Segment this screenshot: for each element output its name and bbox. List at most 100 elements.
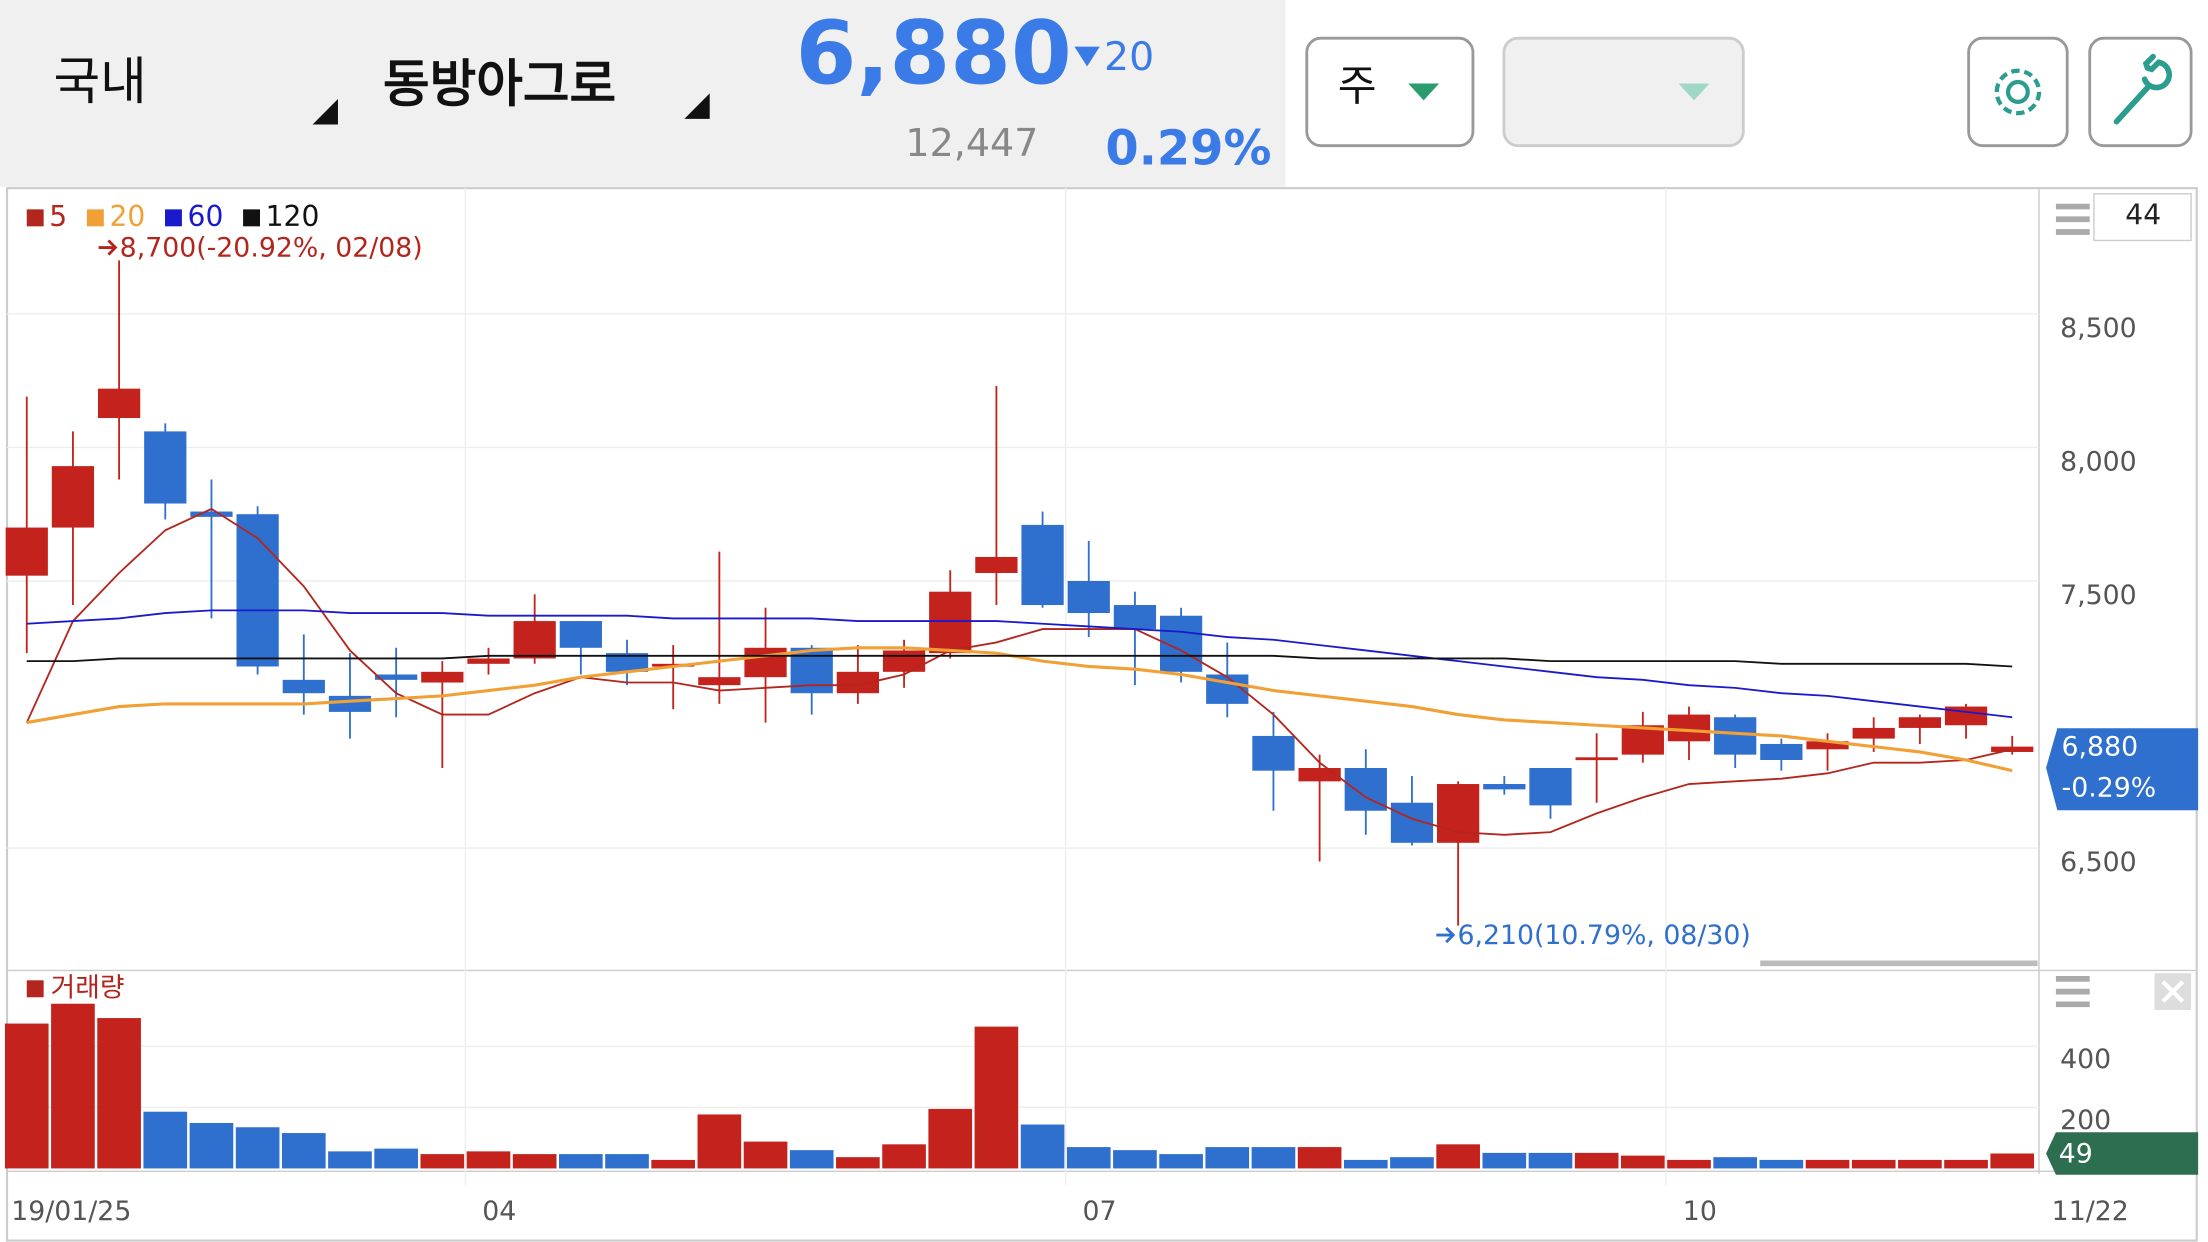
candle-body — [1806, 741, 1849, 750]
type-select[interactable] — [1502, 36, 1745, 148]
candle-body — [144, 431, 187, 504]
volume-bar — [1944, 1159, 1988, 1169]
volume-bar — [189, 1122, 234, 1169]
volume-bar — [1574, 1152, 1619, 1169]
candle-body — [882, 650, 926, 672]
low-annotation: 6,210(10.79%, 08/30) — [1457, 920, 1750, 951]
candle-body — [1067, 580, 1110, 614]
legend-swatch — [243, 209, 260, 227]
volume-bar — [1066, 1147, 1111, 1169]
volume-bar — [1851, 1159, 1896, 1169]
volume-bar — [1898, 1159, 1942, 1169]
current-change: -0.29% — [2062, 773, 2157, 804]
current-price-box — [2046, 728, 2199, 811]
legend-label: 5 — [49, 200, 67, 233]
down-arrow — [1074, 46, 1100, 67]
market[interactable]: 국내 — [54, 52, 147, 111]
menu-icon[interactable] — [2055, 203, 2090, 235]
volume-bar — [1343, 1159, 1388, 1169]
period[interactable]: 주 — [1338, 62, 1377, 111]
candle-body — [836, 671, 880, 694]
volume-bar — [420, 1154, 465, 1169]
change-pct: 0.29% — [1105, 120, 1271, 176]
candle-body — [1714, 717, 1757, 755]
volume-bar — [97, 1018, 141, 1169]
period-arrow[interactable] — [1408, 83, 1440, 101]
candle-body — [328, 695, 372, 712]
candle-body — [1575, 757, 1618, 761]
volume-bar — [4, 1023, 49, 1169]
period-select[interactable] — [1305, 36, 1475, 148]
candle-body — [1252, 735, 1295, 771]
volume-bar — [743, 1141, 788, 1169]
volume-bar — [1805, 1159, 1850, 1169]
volume-bar — [1528, 1152, 1573, 1169]
wrench-icon[interactable] — [2113, 53, 2172, 125]
candle-body — [421, 671, 464, 683]
x-tick-label: 19/01/25 — [11, 1196, 131, 1227]
volume-bar — [1297, 1147, 1342, 1169]
volume-bar — [836, 1157, 880, 1169]
volume-bar — [605, 1154, 649, 1169]
volume-bar — [374, 1148, 418, 1169]
x-tick-label: 04 — [482, 1196, 516, 1227]
legend-label: 20 — [109, 200, 145, 233]
settings-button[interactable] — [1967, 36, 2069, 148]
candle-body — [1760, 743, 1803, 760]
volume-bar — [235, 1127, 280, 1169]
volume-bar — [143, 1111, 188, 1169]
volume-bar — [1159, 1154, 1203, 1169]
candle-body — [605, 653, 649, 672]
candle-body — [744, 647, 787, 678]
volume-bar — [1990, 1153, 2035, 1169]
volume-bar — [328, 1151, 372, 1169]
volume-bar — [1205, 1147, 1250, 1169]
header-panel — [0, 0, 1286, 187]
y-tick-label: 8,500 — [2060, 313, 2137, 344]
annotation-arrow — [1436, 926, 1456, 944]
volume-bar — [789, 1150, 834, 1169]
price: 6,880 — [796, 2, 1072, 104]
volume-legend-swatch — [26, 980, 44, 998]
close-icon[interactable] — [2161, 980, 2185, 1004]
stock-arrow[interactable] — [684, 93, 710, 119]
y-tick-label: 8,000 — [2060, 446, 2137, 477]
stock-name[interactable]: 동방아그로 — [383, 55, 616, 114]
volume-bar — [1482, 1152, 1527, 1169]
market-arrow[interactable] — [312, 99, 338, 125]
volume-bar — [697, 1114, 742, 1169]
moving-average — [26, 609, 2013, 719]
candle-body — [375, 674, 418, 680]
volume-bar — [974, 1026, 1019, 1169]
candle-body — [1483, 784, 1526, 790]
candle-body — [1529, 767, 1572, 806]
menu-icon[interactable] — [2055, 976, 2090, 1008]
volume-bar — [466, 1151, 511, 1169]
count[interactable]: 44 — [2125, 198, 2161, 231]
legend-swatch — [86, 209, 104, 227]
y-tick-label: 7,500 — [2060, 580, 2137, 611]
legend-swatch — [165, 209, 182, 227]
candle-body — [467, 658, 510, 664]
type-arrow[interactable] — [1678, 83, 1710, 101]
current-volume-box — [2046, 1132, 2199, 1175]
volume-bar — [1113, 1150, 1157, 1169]
candle-body — [5, 527, 48, 576]
y-tick-label: 200 — [2060, 1105, 2111, 1136]
volume-bar — [559, 1154, 603, 1169]
volume-bar — [51, 1003, 95, 1169]
current-price: 6,880 — [2062, 732, 2139, 763]
candle-body — [1437, 784, 1480, 843]
x-tick-label: 11/22 — [2052, 1196, 2129, 1227]
moving-average — [26, 654, 2013, 668]
volume-title: 거래량 — [51, 972, 125, 1003]
volume-bar — [1251, 1147, 1296, 1169]
count-box[interactable] — [2093, 193, 2192, 242]
gear-icon[interactable] — [1994, 68, 2042, 116]
candle-body — [1021, 524, 1064, 606]
candle-body — [1113, 605, 1157, 630]
volume-bar — [1436, 1144, 1480, 1169]
x-tick-label: 07 — [1083, 1196, 1117, 1227]
y-tick-label: 400 — [2060, 1044, 2111, 1075]
